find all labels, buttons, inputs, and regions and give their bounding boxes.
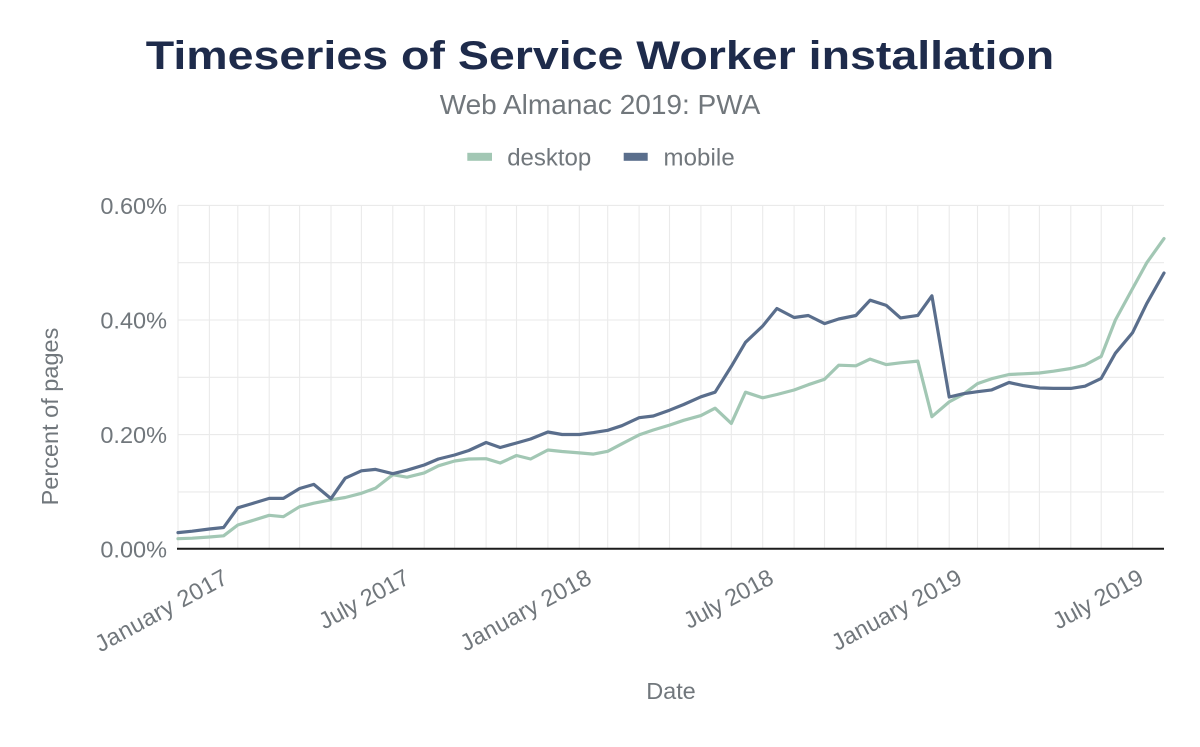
svg-text:Web Almanac 2019: PWA: Web Almanac 2019: PWA <box>440 89 761 120</box>
svg-text:mobile: mobile <box>664 144 735 171</box>
svg-text:desktop: desktop <box>507 144 591 171</box>
svg-text:Percent of pages: Percent of pages <box>37 328 63 506</box>
svg-text:0.40%: 0.40% <box>100 307 167 333</box>
svg-text:0.00%: 0.00% <box>100 537 167 563</box>
svg-text:Date: Date <box>646 678 696 704</box>
svg-text:0.60%: 0.60% <box>100 193 167 219</box>
svg-text:0.20%: 0.20% <box>100 422 167 448</box>
svg-text:Timeseries of Service Worker i: Timeseries of Service Worker installatio… <box>146 34 1054 78</box>
